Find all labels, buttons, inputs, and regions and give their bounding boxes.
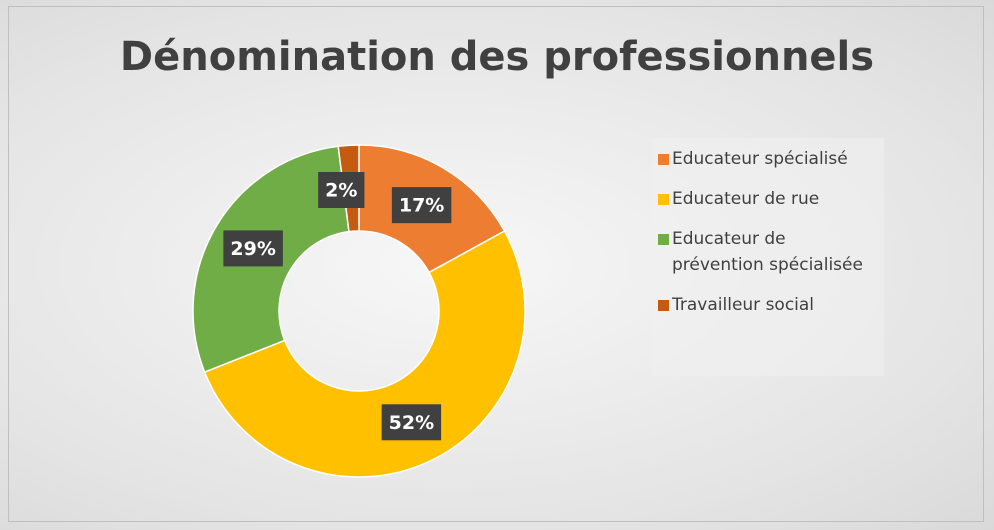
data-label-box bbox=[318, 172, 365, 208]
legend-swatch bbox=[658, 300, 669, 311]
legend: Educateur spécialisé Educateur de rue Educ… bbox=[652, 138, 884, 376]
data-label: 2% bbox=[318, 172, 365, 208]
data-label-text: 2% bbox=[325, 180, 357, 202]
legend-swatch bbox=[658, 194, 669, 205]
data-label: 17% bbox=[391, 187, 452, 224]
legend-label: Educateur de prévention spécialisée bbox=[672, 229, 863, 275]
data-label: 29% bbox=[223, 230, 283, 267]
data-label-text: 29% bbox=[230, 238, 275, 260]
legend-item: Travailleur social bbox=[658, 292, 878, 318]
legend-item: Educateur de rue bbox=[658, 186, 878, 212]
data-label-box bbox=[381, 404, 442, 441]
legend-item: Educateur spécialisé bbox=[658, 146, 878, 172]
data-label-text: 17% bbox=[399, 195, 444, 217]
legend-swatch bbox=[658, 154, 669, 165]
data-label: 52% bbox=[381, 404, 442, 441]
data-label-box bbox=[223, 230, 283, 267]
legend-swatch bbox=[658, 234, 669, 245]
data-label-box bbox=[391, 187, 452, 224]
chart-frame bbox=[8, 6, 984, 522]
legend-item: Educateur de prévention spécialisée bbox=[658, 226, 878, 278]
data-label-text: 52% bbox=[389, 412, 434, 434]
chart-title: Dénomination des professionnels bbox=[120, 34, 874, 80]
legend-label: Educateur de rue bbox=[672, 189, 820, 209]
legend-label: Travailleur social bbox=[672, 295, 815, 315]
donut-slice bbox=[203, 230, 526, 478]
legend-label: Educateur spécialisé bbox=[672, 149, 848, 169]
